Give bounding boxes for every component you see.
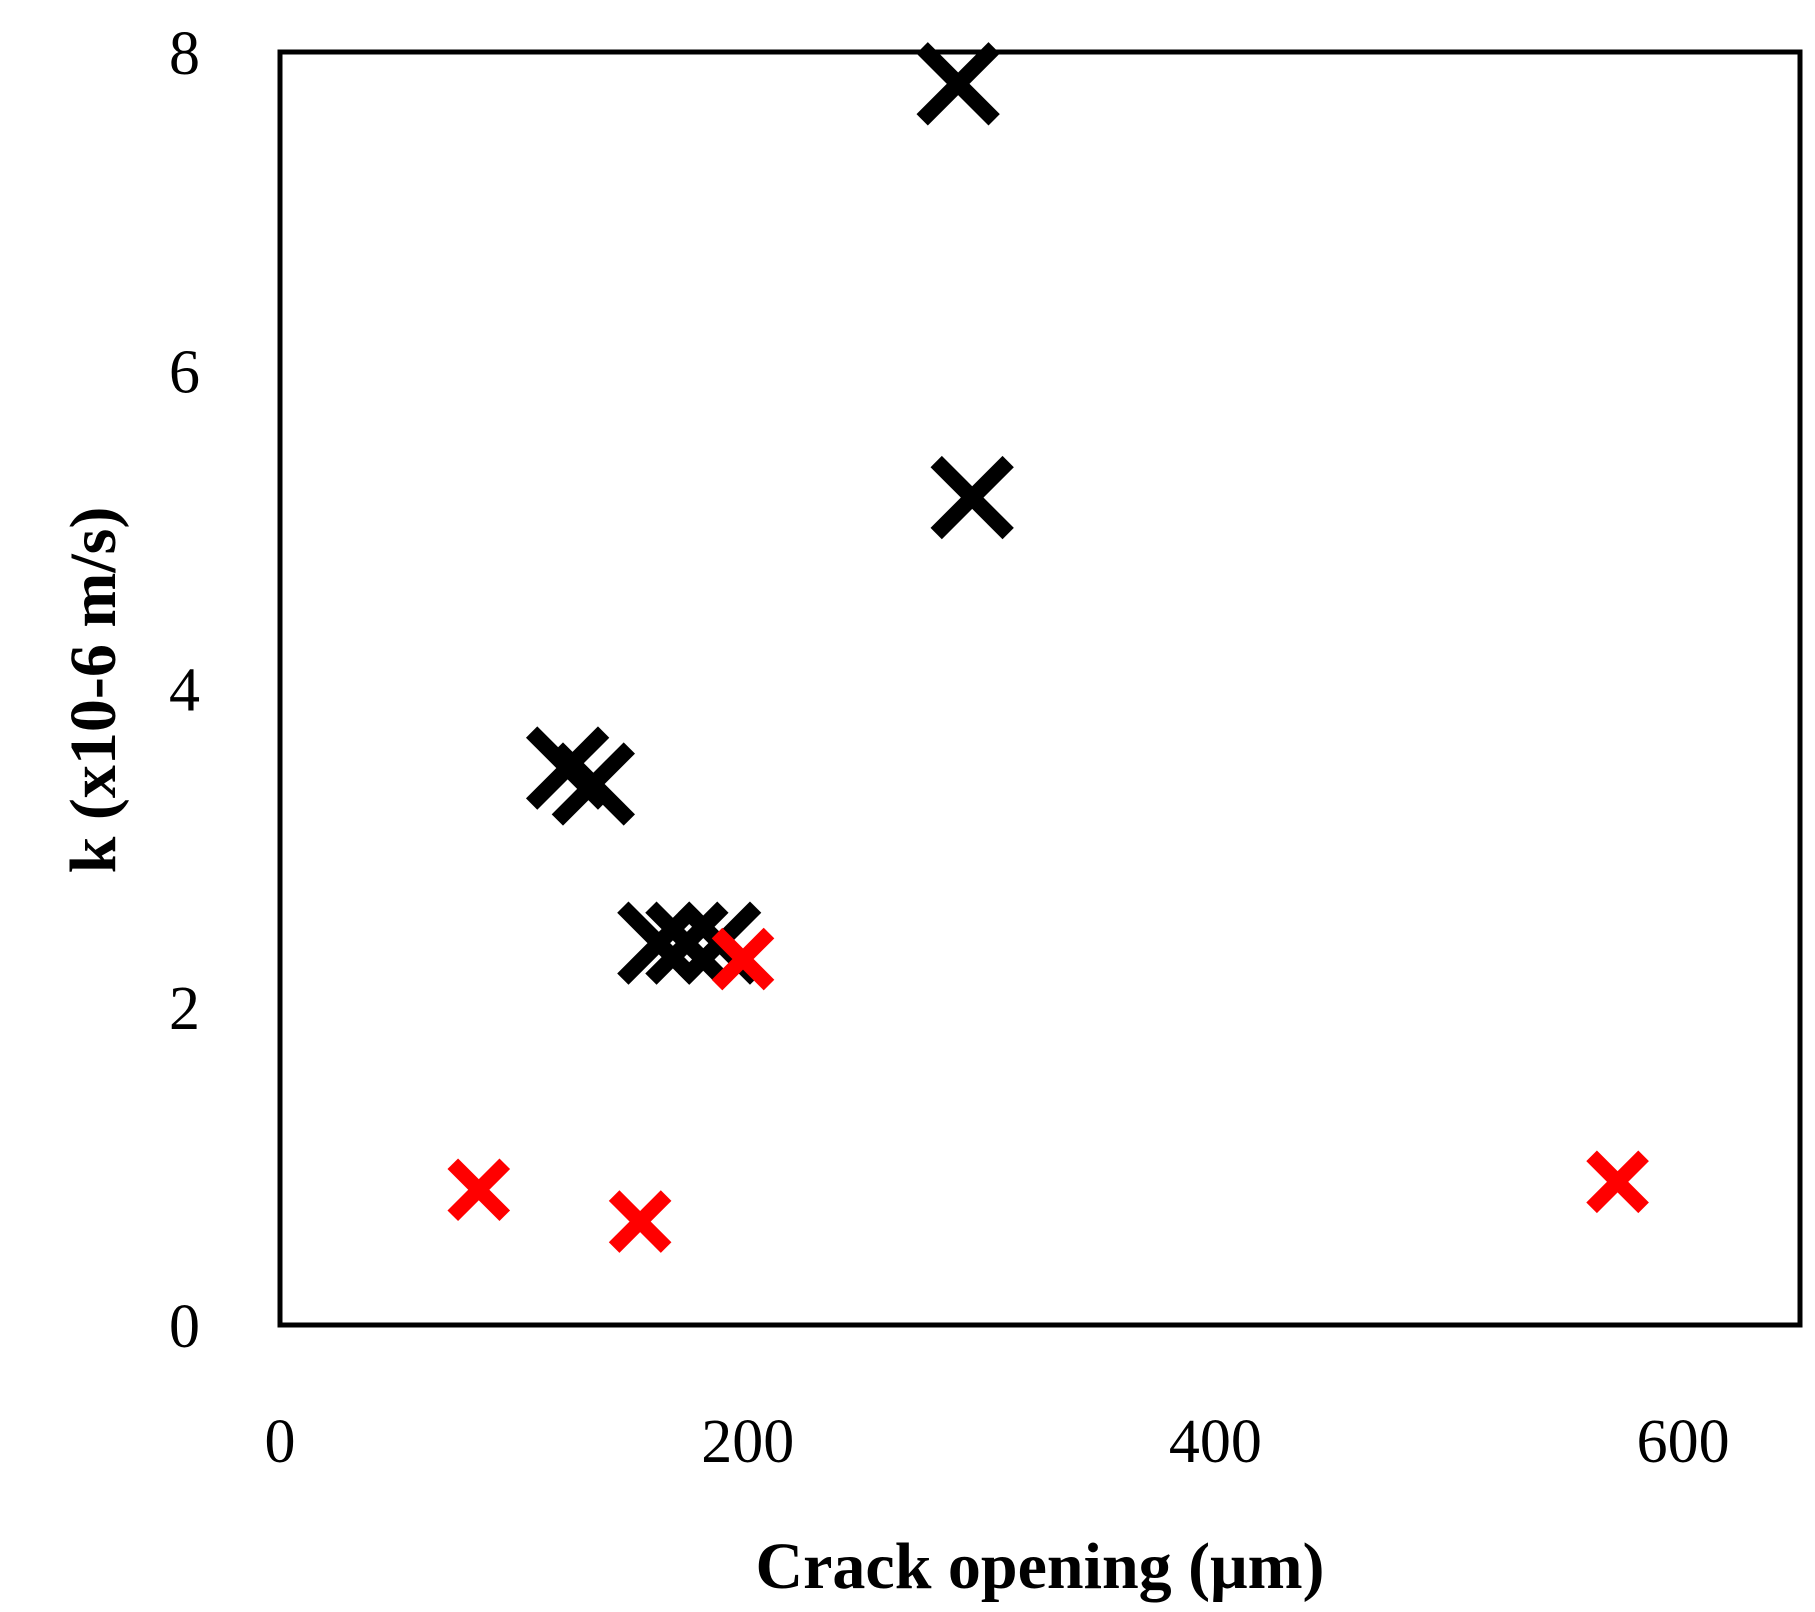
x-tick-label: 600 (1637, 1408, 1730, 1476)
y-tick-label: 0 (169, 1293, 200, 1361)
scatter-point-series-2 (711, 927, 775, 991)
scatter-point-series-2 (608, 1190, 672, 1253)
scatter-point-series-1 (930, 455, 1014, 540)
scatter-point-series-2 (447, 1158, 511, 1222)
y-axis-title: k (x10-6 m/s) (57, 507, 130, 874)
y-tick-label: 8 (169, 20, 200, 88)
scatter-point-series-1 (551, 742, 636, 826)
data-points (447, 42, 1649, 1253)
x-tick-label: 0 (265, 1408, 296, 1476)
scatter-point-series-1 (916, 42, 1000, 126)
x-tick-label: 200 (701, 1408, 794, 1476)
scatter-point-series-1 (617, 901, 701, 985)
scatter-point-series-2 (1586, 1150, 1649, 1214)
plot-area-frame (277, 49, 1803, 1328)
y-tick-label: 2 (169, 975, 200, 1043)
x-axis-title: Crack opening (μm) (755, 1530, 1324, 1603)
x-tick-label: 400 (1169, 1408, 1262, 1476)
scatter-point-series-1 (645, 901, 729, 985)
y-tick-labels: 0 2 4 6 8 (169, 20, 200, 1361)
y-tick-label: 6 (169, 338, 200, 406)
x-tick-labels: 0 200 400 600 (265, 1408, 1730, 1476)
y-tick-label: 4 (169, 657, 200, 725)
